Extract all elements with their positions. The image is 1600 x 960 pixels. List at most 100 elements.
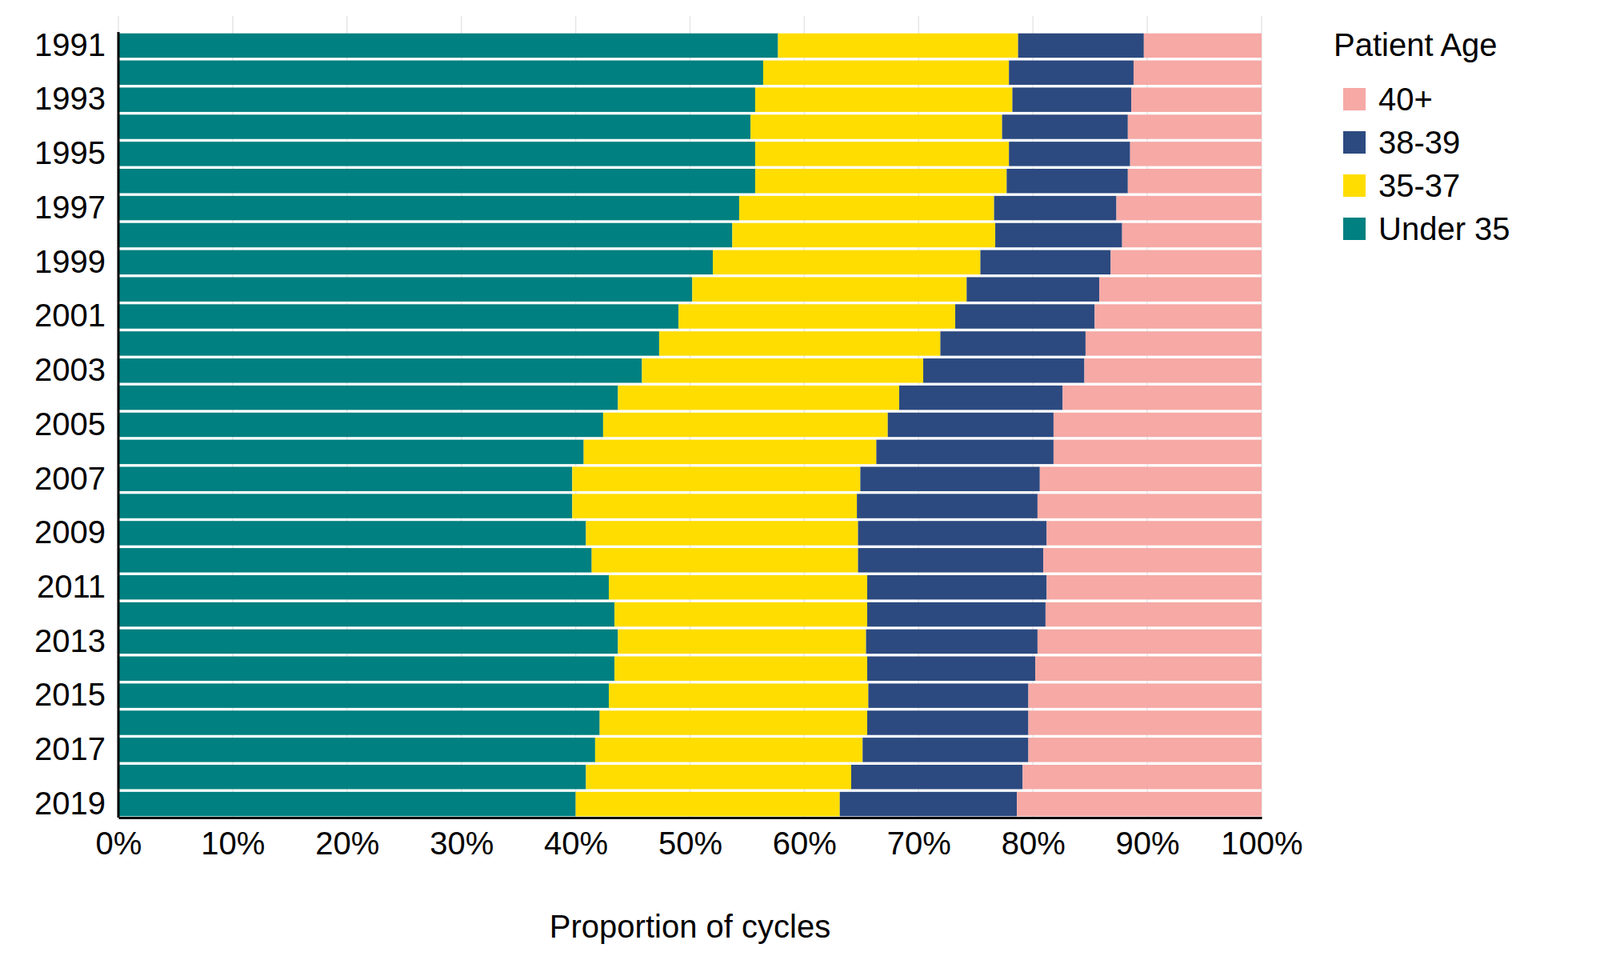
bar bbox=[1016, 792, 1262, 816]
bar bbox=[118, 168, 756, 193]
tick: 2003 bbox=[34, 352, 106, 388]
bar bbox=[1131, 87, 1262, 112]
bar bbox=[995, 223, 1123, 248]
bar bbox=[659, 331, 941, 356]
bar bbox=[1008, 141, 1130, 166]
bar bbox=[1037, 493, 1262, 518]
bar bbox=[1085, 331, 1262, 356]
bar bbox=[118, 114, 751, 139]
tick-label: 2013 bbox=[34, 623, 106, 659]
bar bbox=[1144, 33, 1262, 58]
bar bbox=[858, 520, 1048, 545]
bar bbox=[867, 710, 1028, 735]
bar bbox=[862, 737, 1028, 762]
bar bbox=[732, 223, 996, 248]
bar bbox=[1012, 87, 1132, 112]
bar bbox=[739, 196, 995, 220]
legend-item: 35-37 bbox=[1343, 168, 1460, 204]
legend-label: Under 35 bbox=[1378, 211, 1511, 247]
legend-item: Under 35 bbox=[1343, 211, 1511, 247]
tick-label: 2009 bbox=[34, 514, 106, 550]
bar bbox=[851, 764, 1023, 789]
bar bbox=[712, 250, 980, 275]
tick: 80% bbox=[1001, 817, 1066, 861]
tick-label: 80% bbox=[1001, 825, 1066, 861]
bar bbox=[118, 656, 615, 681]
bar bbox=[867, 575, 1047, 600]
legend-swatch bbox=[1343, 174, 1366, 197]
bar bbox=[856, 493, 1038, 518]
bar bbox=[755, 87, 1013, 112]
tick-label: 1991 bbox=[34, 27, 106, 63]
tick-label: 50% bbox=[658, 825, 723, 861]
bar bbox=[118, 764, 586, 789]
bar bbox=[1037, 629, 1262, 654]
bar bbox=[1045, 602, 1262, 627]
bar bbox=[603, 412, 888, 437]
bar bbox=[118, 60, 764, 85]
legend-item: 38-39 bbox=[1343, 124, 1460, 160]
bar bbox=[1128, 114, 1262, 139]
tick: 90% bbox=[1116, 817, 1180, 861]
tick: 2015 bbox=[34, 676, 106, 712]
bar bbox=[118, 196, 740, 220]
bar bbox=[1008, 60, 1134, 85]
bar bbox=[118, 358, 642, 383]
bar bbox=[1122, 223, 1262, 248]
bar bbox=[118, 385, 618, 410]
bar bbox=[1110, 250, 1262, 275]
bar bbox=[614, 656, 868, 681]
bar bbox=[118, 629, 618, 654]
tick-label: 40% bbox=[544, 825, 608, 861]
bar bbox=[118, 520, 586, 545]
tick: 60% bbox=[772, 817, 837, 861]
tick-label: 20% bbox=[315, 825, 380, 861]
bar bbox=[592, 548, 859, 572]
bar bbox=[585, 764, 852, 789]
legend-title: Patient Age bbox=[1333, 27, 1498, 63]
tick-label: 30% bbox=[429, 825, 494, 861]
x-axis: 0%10%20%30%40%50%60%70%80%90%100% bbox=[96, 817, 1304, 861]
bar bbox=[595, 737, 863, 762]
bar bbox=[1130, 141, 1262, 166]
bar bbox=[118, 223, 732, 248]
bar bbox=[118, 276, 692, 301]
bar bbox=[118, 602, 615, 627]
tick: 2009 bbox=[34, 514, 106, 550]
bar bbox=[118, 250, 713, 275]
bar bbox=[860, 466, 1040, 491]
grid-line bbox=[117, 16, 120, 818]
bar bbox=[118, 331, 660, 356]
bar bbox=[1053, 412, 1262, 437]
bar bbox=[572, 466, 860, 491]
tick-label: 2007 bbox=[34, 460, 106, 496]
bar bbox=[584, 440, 877, 464]
bar bbox=[608, 575, 868, 600]
bar bbox=[867, 656, 1036, 681]
bar bbox=[1002, 114, 1128, 139]
bar bbox=[867, 602, 1046, 627]
tick-label: 2005 bbox=[34, 406, 106, 442]
bar bbox=[118, 792, 576, 816]
bar bbox=[118, 737, 596, 762]
bar bbox=[678, 304, 956, 328]
bar bbox=[1053, 440, 1262, 464]
bar bbox=[585, 520, 858, 545]
bar bbox=[1022, 764, 1262, 789]
tick-label: 100% bbox=[1220, 825, 1303, 861]
series bbox=[1016, 33, 1262, 817]
tick-label: 0% bbox=[96, 825, 143, 861]
bar bbox=[1099, 276, 1262, 301]
tick-label: 2019 bbox=[34, 785, 106, 821]
tick-label: 2011 bbox=[36, 568, 106, 604]
bar bbox=[840, 792, 1017, 816]
axis-line bbox=[119, 816, 1263, 820]
bar bbox=[755, 141, 1009, 166]
bar bbox=[692, 276, 967, 301]
axis-line bbox=[117, 32, 120, 818]
bars bbox=[118, 33, 1262, 817]
bar bbox=[923, 358, 1084, 383]
bar bbox=[641, 358, 924, 383]
tick-label: 1993 bbox=[34, 80, 106, 116]
bar bbox=[118, 493, 572, 518]
